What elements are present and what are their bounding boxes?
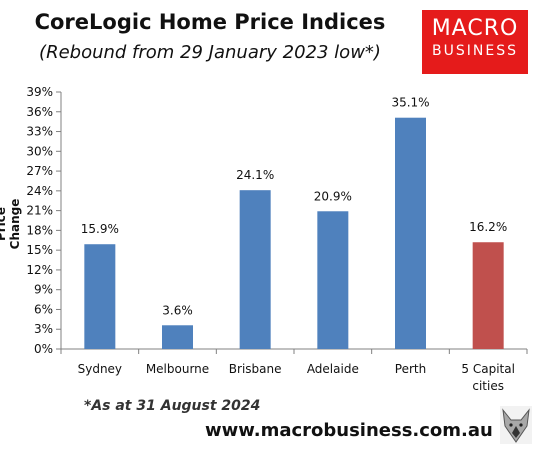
bar	[84, 244, 116, 349]
macrobusiness-logo: MACRO BUSINESS	[422, 10, 528, 74]
y-tick-label: 33%	[26, 125, 53, 139]
bar	[162, 325, 193, 349]
chart-subtitle: (Rebound from 29 January 2023 low*)	[39, 42, 381, 63]
y-tick-label: 24%	[26, 184, 53, 198]
website-url: www.macrobusiness.com.au	[205, 420, 493, 441]
bar	[239, 190, 271, 349]
y-tick-label: 21%	[26, 204, 53, 218]
bars-group	[84, 117, 504, 349]
category-label: Sydney	[78, 362, 122, 376]
data-label: 16.2%	[469, 220, 507, 234]
y-tick-label: 30%	[26, 144, 53, 158]
y-tick-label: 9%	[34, 283, 53, 297]
category-label: Adelaide	[307, 362, 359, 376]
wolf-icon	[500, 406, 532, 444]
y-tick-label: 36%	[26, 105, 53, 119]
y-tick-label: 0%	[34, 342, 53, 356]
category-label: Brisbane	[229, 362, 282, 376]
y-tick-label: 12%	[26, 263, 53, 277]
axis-group: 0% 3% 6% 9% 12% 15% 18% 21% 24% 27% 30% 33% 36% 39%	[26, 85, 528, 356]
y-tick-label: 15%	[26, 243, 53, 257]
data-label: 15.9%	[81, 222, 119, 236]
category-label: Melbourne	[146, 362, 209, 376]
footnote: *As at 31 August 2024	[84, 398, 261, 414]
y-tick-label: 39%	[26, 85, 53, 99]
labels-group: 15.9% Sydney 3.6% Melbourne 24.1% Brisbane 20.…	[78, 96, 515, 393]
logo-line-1: MACRO	[431, 16, 519, 41]
bar	[317, 211, 349, 349]
bar	[395, 117, 426, 349]
data-label: 35.1%	[391, 96, 429, 110]
chart-title: CoreLogic Home Price Indices	[34, 10, 386, 34]
y-tick-label: 6%	[34, 302, 53, 316]
bar	[472, 242, 504, 349]
logo-line-2: BUSINESS	[432, 43, 518, 59]
category-label: cities	[472, 379, 504, 393]
y-tick-label: 3%	[34, 322, 53, 336]
data-label: 3.6%	[162, 303, 193, 317]
y-tick-label: 18%	[26, 223, 53, 237]
data-label: 24.1%	[236, 168, 274, 182]
y-tick-label: 27%	[26, 164, 53, 178]
category-label: Perth	[395, 362, 426, 376]
data-label: 20.9%	[314, 189, 352, 203]
category-label: 5 Capital	[461, 362, 515, 376]
